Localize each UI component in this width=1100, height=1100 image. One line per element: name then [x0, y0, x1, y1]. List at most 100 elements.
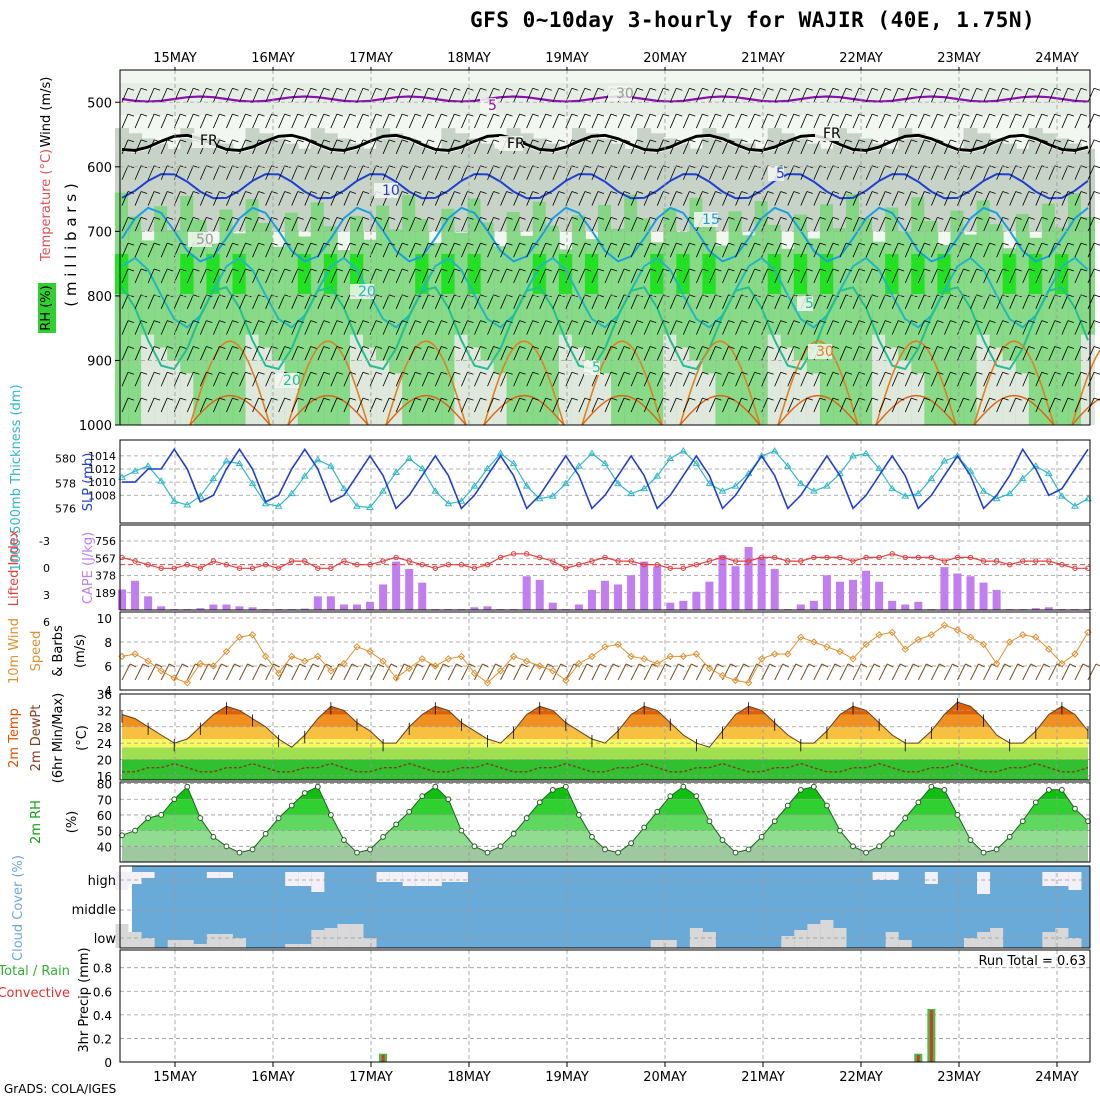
slp-tick-label: 1014	[88, 450, 116, 463]
wind-speed-point	[1058, 659, 1066, 668]
surface-wind-barb	[891, 663, 901, 681]
wind-barb	[722, 372, 729, 387]
wind-barb-flag	[336, 139, 343, 143]
wind-barb	[1061, 346, 1069, 361]
pressure-axis-label: ( m i l l i b a r s )	[62, 183, 80, 306]
wind-barb-flag	[963, 216, 970, 220]
wind-barb	[578, 397, 586, 413]
wind-speed-point	[549, 667, 557, 675]
wind-barb	[1061, 243, 1069, 258]
wind-barb-flag	[506, 165, 513, 169]
wind-speed-point	[979, 640, 988, 649]
precip-convective-bar	[929, 1010, 933, 1062]
wind-barb	[526, 113, 534, 129]
rh-band-green	[598, 204, 612, 425]
thickness-point	[705, 479, 714, 487]
rh-band-gray	[1002, 143, 1017, 232]
surface-wind-barb	[160, 663, 170, 681]
wind-barb-flag	[989, 346, 996, 349]
wind-barb-flag	[284, 191, 291, 194]
thickness-point	[914, 489, 923, 497]
wind-speed-point	[757, 655, 766, 663]
li-point	[367, 561, 373, 568]
wind-barb-flag	[963, 242, 970, 246]
wind-barb-flag	[754, 320, 761, 324]
wind-barb	[1087, 191, 1095, 206]
wind-barb-flag	[140, 397, 148, 401]
wind-barb	[944, 294, 951, 309]
wind-barb-flag	[480, 268, 487, 272]
cape-bar	[144, 596, 153, 610]
wind-barb-flag	[180, 268, 187, 272]
wind-barb-flag	[219, 87, 226, 91]
wind-tick-label: 6	[104, 660, 112, 674]
wind-barb	[970, 217, 977, 232]
wind-barb-flag	[858, 139, 866, 143]
wind-barb	[904, 191, 912, 206]
rh-point	[432, 783, 439, 790]
wind-barb-flag	[780, 346, 787, 349]
wind-barb-flag	[793, 113, 800, 117]
li-line	[121, 553, 1088, 569]
li-point	[863, 554, 869, 561]
surface-wind-barb	[578, 663, 588, 681]
wind-barb-flag	[284, 242, 291, 246]
wind-barb	[826, 372, 834, 387]
wind-barb	[513, 397, 520, 413]
wind-barb	[930, 217, 938, 232]
wind-barb	[656, 372, 664, 387]
wind-barb	[630, 372, 638, 387]
surface-wind-barb-flag	[482, 663, 489, 668]
wind-barb-flag	[832, 216, 840, 220]
rh-point	[771, 818, 778, 825]
wind-barb	[330, 113, 338, 129]
wind-barb-flag	[297, 165, 304, 169]
wind-barb-flag	[219, 216, 226, 220]
wind-barb-flag	[271, 346, 278, 349]
wind-barb-flag	[728, 268, 735, 272]
wind-barb-flag	[193, 294, 200, 298]
wind-barb-flag	[1067, 242, 1075, 246]
wind-barb	[330, 320, 338, 335]
wind-barb-flag	[310, 191, 317, 194]
freezing-level-contour	[121, 133, 1089, 153]
wind-barb	[578, 346, 586, 361]
wind-barb-flag	[871, 191, 879, 194]
wind-barb-flag	[1054, 320, 1061, 324]
wind-barb-flag	[950, 242, 957, 246]
wind-barb-flag	[871, 320, 879, 324]
wind-barb	[669, 268, 677, 284]
wind-barb-flag	[153, 191, 161, 194]
wind-barb	[904, 217, 912, 232]
wind-barb	[408, 113, 416, 129]
wind-barb	[186, 346, 194, 361]
surface-wind-barb-flag	[913, 663, 920, 668]
wind-barb-flag	[976, 242, 983, 246]
wind-barb-flag	[819, 397, 826, 401]
wind-barb	[944, 320, 951, 335]
wind-barb-flag	[1054, 397, 1061, 401]
cloud-high-bar	[1068, 872, 1082, 890]
wind-barb	[735, 320, 742, 335]
wind-barb-flag	[336, 191, 343, 194]
wind-barb	[252, 88, 259, 103]
wind-barb-flag	[1015, 397, 1022, 401]
li-point	[602, 554, 608, 561]
pressure-tick-label: 800	[87, 290, 112, 305]
wind-barb	[944, 113, 951, 129]
wind-barb	[539, 397, 547, 413]
surface-wind-barb-flag	[325, 663, 333, 668]
surface-wind-barb	[761, 663, 771, 681]
wind-barb-flag	[767, 113, 774, 117]
wind-barb	[735, 372, 742, 387]
wind-barb	[669, 113, 677, 129]
thickness-point	[483, 464, 492, 472]
wind-barb	[1048, 139, 1056, 155]
thickness-point	[757, 452, 766, 459]
wind-barb	[500, 165, 507, 180]
wind-barb-flag	[898, 346, 905, 349]
wind-barb	[552, 243, 560, 258]
precip-tick-label: 0.8	[93, 962, 112, 976]
wind-barb-flag	[506, 113, 513, 117]
